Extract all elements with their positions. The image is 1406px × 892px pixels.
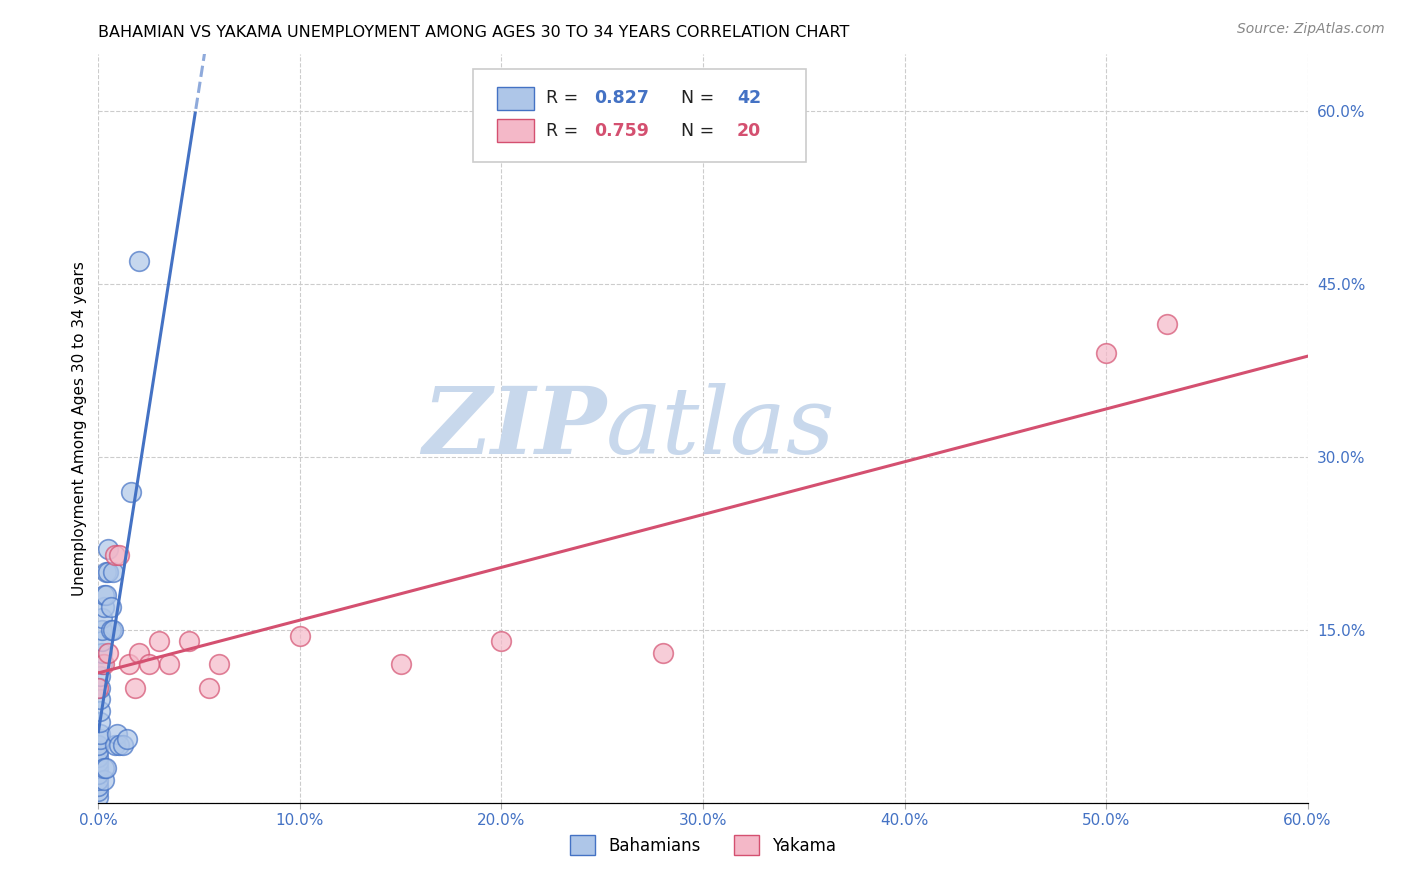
Point	[89, 692, 111, 706]
Text: 0.759: 0.759	[595, 121, 650, 140]
Point	[111, 738, 134, 752]
Y-axis label: Unemployment Among Ages 30 to 34 years: Unemployment Among Ages 30 to 34 years	[72, 260, 87, 596]
Text: BAHAMIAN VS YAKAMA UNEMPLOYMENT AMONG AGES 30 TO 34 YEARS CORRELATION CHART: BAHAMIAN VS YAKAMA UNEMPLOYMENT AMONG AG…	[98, 25, 849, 40]
Point	[120, 484, 142, 499]
Point	[651, 646, 673, 660]
Point	[96, 761, 118, 775]
Text: N =: N =	[671, 89, 720, 107]
Point	[91, 657, 114, 672]
Point	[97, 646, 120, 660]
Point	[128, 254, 150, 268]
Point	[96, 566, 118, 580]
Point	[101, 623, 124, 637]
Point	[87, 767, 110, 781]
Point	[100, 599, 122, 614]
Point	[91, 646, 114, 660]
Point	[87, 779, 110, 793]
Point	[105, 726, 128, 740]
Text: R =: R =	[546, 89, 583, 107]
Point	[89, 681, 111, 695]
Point	[87, 784, 110, 798]
Point	[128, 646, 150, 660]
Point	[107, 738, 129, 752]
Point	[87, 749, 110, 764]
FancyBboxPatch shape	[474, 69, 806, 162]
Text: R =: R =	[546, 121, 583, 140]
Point	[87, 744, 110, 758]
Point	[89, 704, 111, 718]
Point	[103, 738, 125, 752]
Point	[93, 772, 115, 787]
Point	[198, 681, 221, 695]
Point	[87, 738, 110, 752]
Point	[96, 588, 118, 602]
Point	[93, 588, 115, 602]
Text: 20: 20	[737, 121, 761, 140]
Text: ZIP: ZIP	[422, 384, 606, 473]
Point	[491, 634, 513, 648]
Point	[103, 548, 125, 562]
Text: 42: 42	[737, 89, 761, 107]
Point	[101, 566, 124, 580]
Point	[1095, 346, 1118, 360]
Point	[179, 634, 201, 648]
Point	[93, 761, 115, 775]
Text: atlas: atlas	[606, 384, 835, 473]
Point	[100, 623, 122, 637]
Point	[107, 548, 129, 562]
Point	[89, 715, 111, 730]
Point	[87, 790, 110, 805]
Text: N =: N =	[671, 121, 720, 140]
Point	[91, 611, 114, 625]
Text: 0.827: 0.827	[595, 89, 650, 107]
Point	[89, 726, 111, 740]
Point	[157, 657, 180, 672]
Point	[118, 657, 141, 672]
Point	[208, 657, 231, 672]
FancyBboxPatch shape	[498, 87, 534, 110]
Point	[91, 634, 114, 648]
Point	[115, 732, 138, 747]
Point	[87, 772, 110, 787]
Point	[87, 681, 110, 695]
Point	[87, 756, 110, 770]
Point	[1156, 318, 1178, 332]
Point	[288, 629, 311, 643]
Point	[138, 657, 160, 672]
Point	[89, 669, 111, 683]
Point	[97, 542, 120, 557]
Point	[124, 681, 146, 695]
Point	[89, 732, 111, 747]
FancyBboxPatch shape	[498, 120, 534, 142]
Point	[91, 623, 114, 637]
Text: Source: ZipAtlas.com: Source: ZipAtlas.com	[1237, 22, 1385, 37]
Point	[97, 566, 120, 580]
Point	[93, 599, 115, 614]
Legend: Bahamians, Yakama: Bahamians, Yakama	[564, 829, 842, 862]
Point	[148, 634, 170, 648]
Point	[87, 761, 110, 775]
Point	[389, 657, 412, 672]
Point	[93, 657, 115, 672]
